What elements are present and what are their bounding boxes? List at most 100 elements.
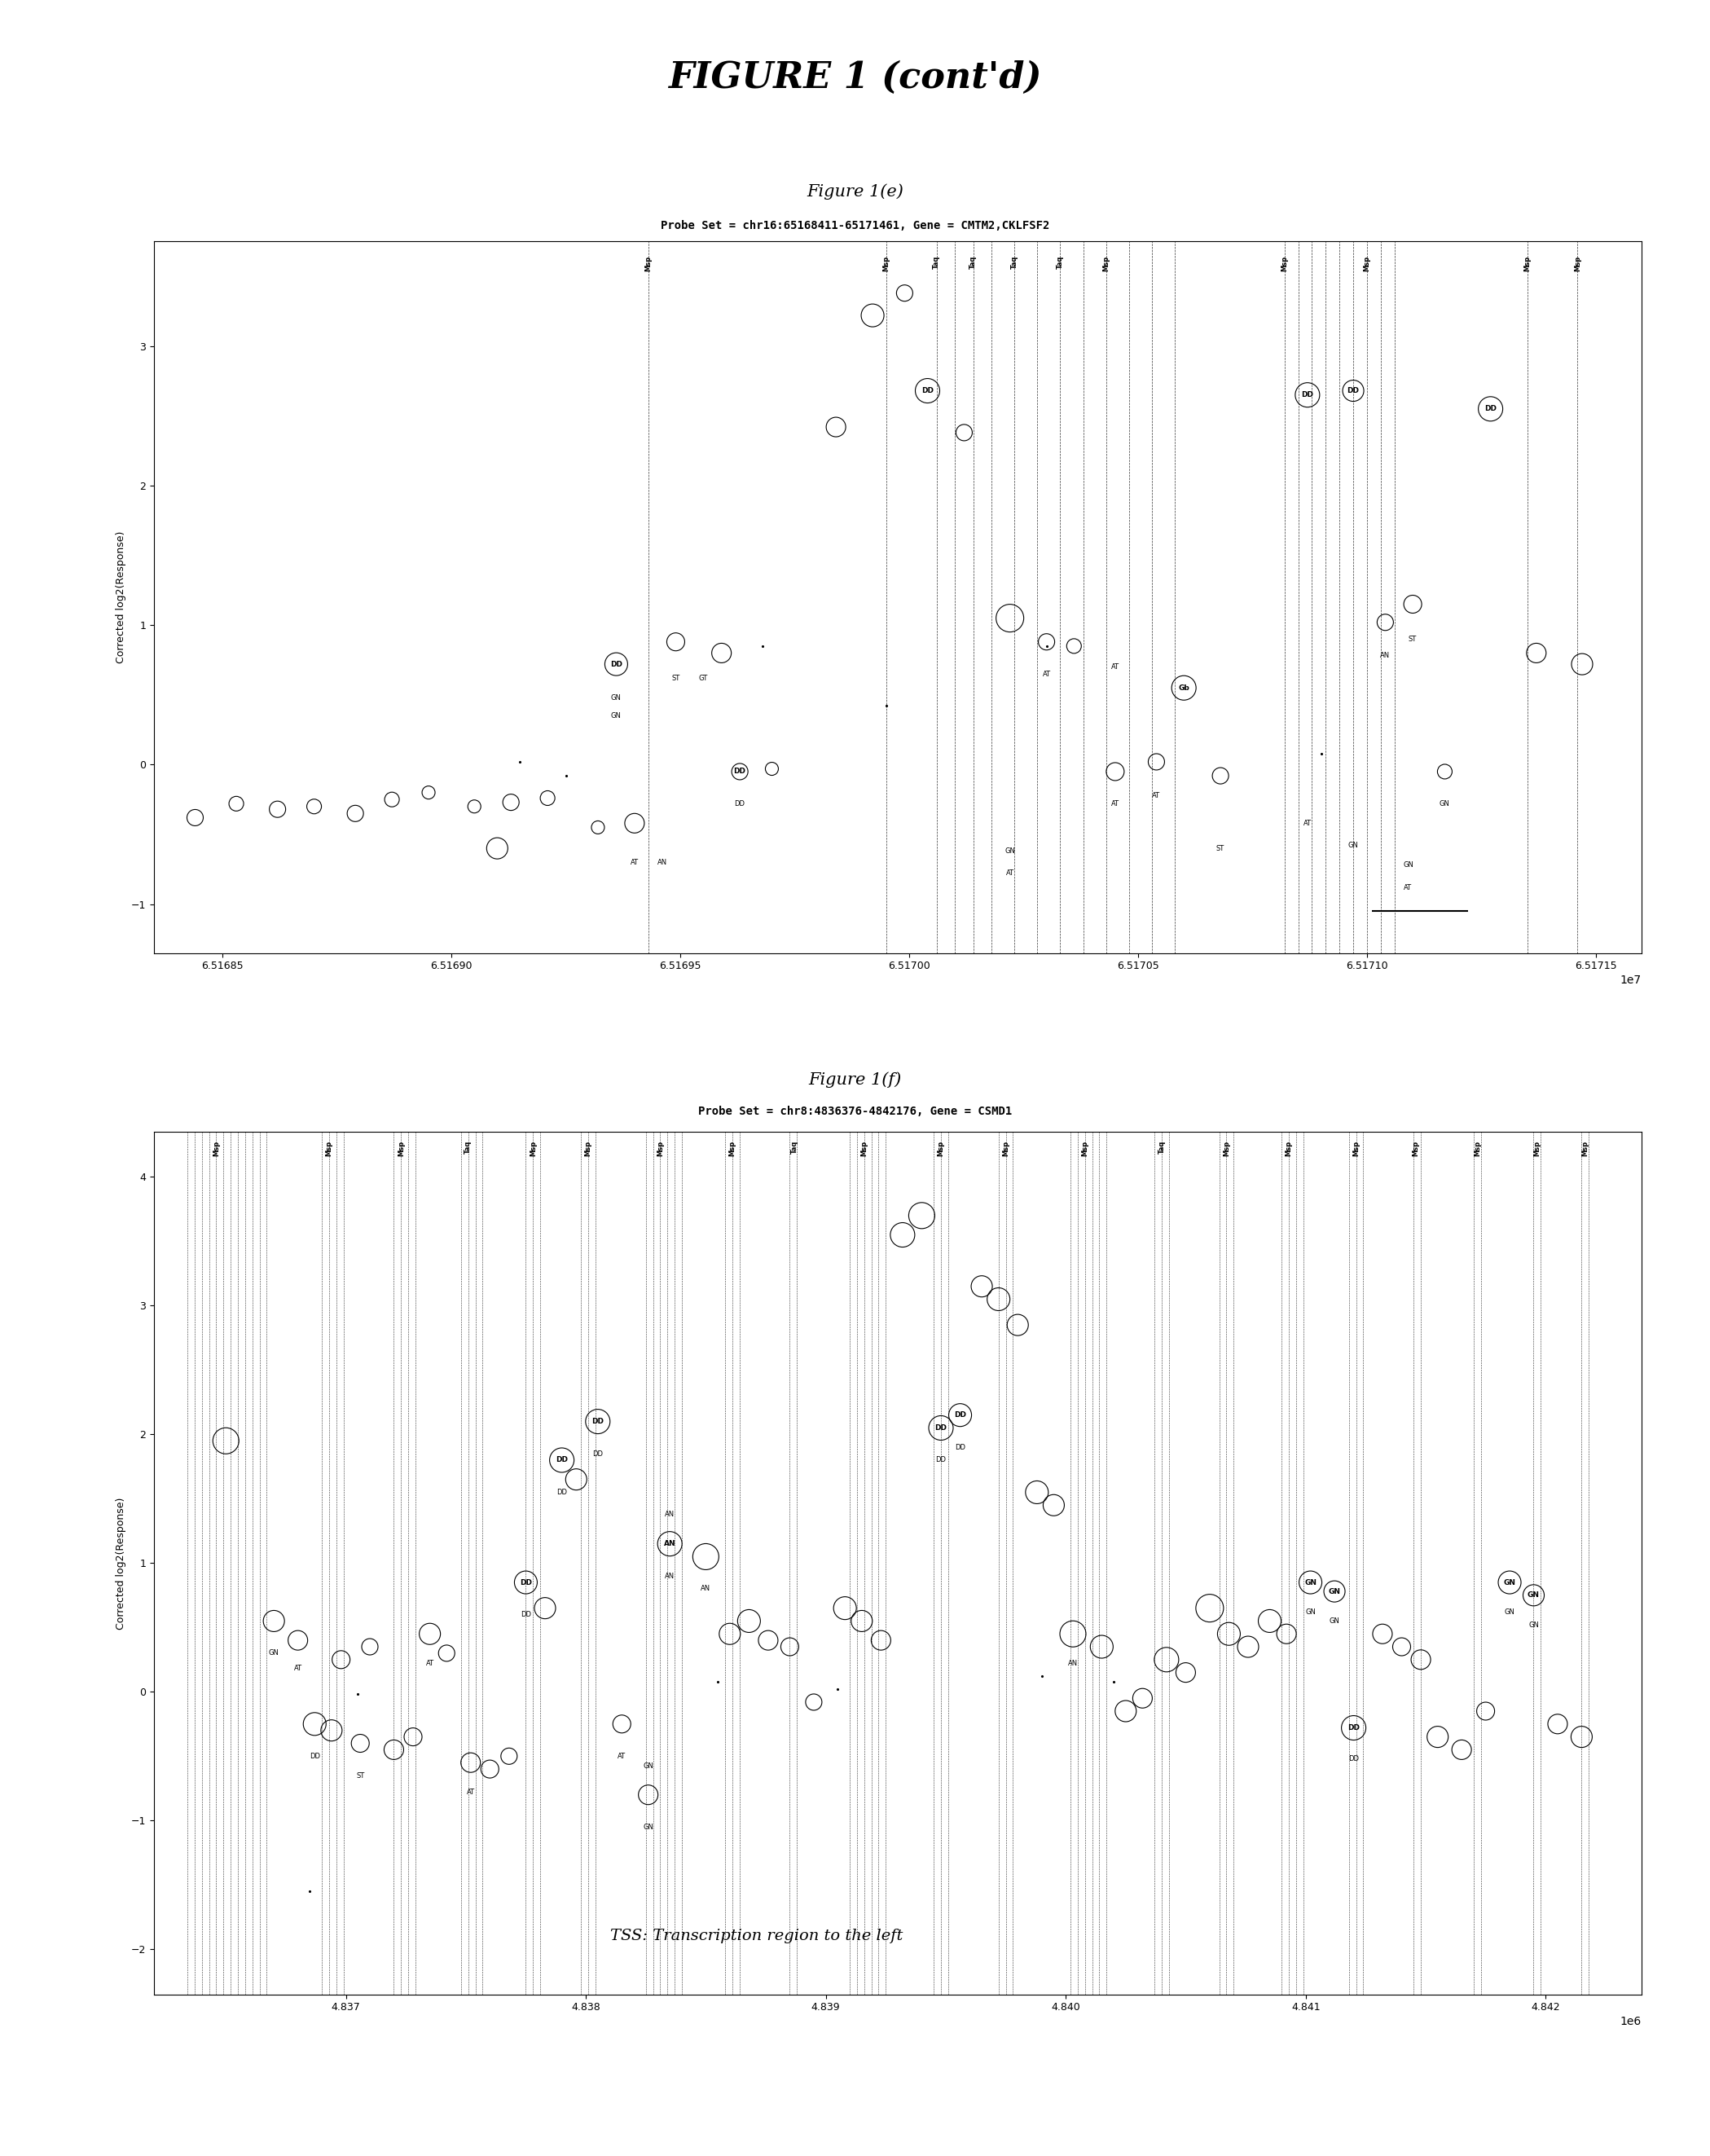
Text: GN: GN	[1440, 800, 1450, 806]
Text: Msp: Msp	[1353, 1141, 1359, 1156]
Text: GN: GN	[610, 694, 621, 701]
Text: Msp: Msp	[645, 257, 652, 272]
Text: DD: DD	[1484, 405, 1496, 412]
Text: GN: GN	[1329, 1587, 1341, 1595]
Text: Msp: Msp	[212, 1141, 221, 1156]
Text: Taq: Taq	[934, 257, 940, 270]
Text: Msp: Msp	[1286, 1141, 1293, 1156]
Text: Msp: Msp	[1534, 1141, 1541, 1156]
Text: DD: DD	[922, 388, 934, 395]
Text: GN: GN	[1347, 841, 1358, 849]
Text: Probe Set = chr8:4836376-4842176, Gene = CSMD1: Probe Set = chr8:4836376-4842176, Gene =…	[698, 1106, 1012, 1117]
Text: Taq: Taq	[970, 257, 976, 270]
Text: AT: AT	[1153, 791, 1161, 800]
Text: Taq: Taq	[1057, 257, 1064, 270]
Text: Msp: Msp	[1002, 1141, 1009, 1156]
Text: Msp: Msp	[325, 1141, 333, 1156]
Text: DD: DD	[520, 1611, 532, 1619]
Text: GN: GN	[1527, 1591, 1539, 1600]
Text: AN: AN	[1069, 1660, 1077, 1667]
Text: Msp: Msp	[1281, 257, 1288, 272]
Text: ST: ST	[356, 1772, 364, 1779]
Text: DD: DD	[735, 800, 746, 806]
Text: DD: DD	[593, 1451, 604, 1457]
Text: Figure 1(f): Figure 1(f)	[809, 1072, 901, 1087]
Text: DD: DD	[1347, 1725, 1359, 1731]
Text: Msp: Msp	[1412, 1141, 1419, 1156]
Text: Msp: Msp	[1524, 257, 1530, 272]
Text: GN: GN	[610, 711, 621, 720]
Y-axis label: Corrected log2(Response): Corrected log2(Response)	[116, 530, 127, 664]
Text: DD: DD	[1347, 388, 1359, 395]
Text: GN: GN	[1503, 1578, 1515, 1587]
Text: AT: AT	[1112, 664, 1120, 671]
Text: AT: AT	[467, 1789, 475, 1796]
Text: AN: AN	[663, 1539, 675, 1548]
Text: Msp: Msp	[530, 1141, 537, 1156]
Text: Msp: Msp	[1582, 1141, 1589, 1156]
Text: FIGURE 1 (cont'd): FIGURE 1 (cont'd)	[669, 60, 1041, 95]
Text: Msp: Msp	[860, 1141, 867, 1156]
Text: GT: GT	[699, 675, 708, 681]
Text: DD: DD	[1301, 390, 1313, 399]
Text: AT: AT	[617, 1753, 626, 1759]
Y-axis label: Corrected log2(Response): Corrected log2(Response)	[116, 1496, 127, 1630]
Text: AT: AT	[294, 1664, 303, 1673]
Text: Msp: Msp	[397, 1141, 405, 1156]
Text: GN: GN	[1329, 1617, 1339, 1626]
Text: ST: ST	[672, 675, 681, 681]
Text: Msp: Msp	[1223, 1141, 1229, 1156]
Text: DD: DD	[592, 1419, 604, 1425]
Text: AN: AN	[701, 1585, 711, 1593]
Text: AT: AT	[426, 1660, 434, 1667]
Text: DD: DD	[520, 1578, 532, 1587]
Text: ST: ST	[1216, 845, 1224, 852]
Text: DD: DD	[935, 1457, 946, 1464]
Text: ST: ST	[1409, 636, 1418, 642]
Text: AT: AT	[1043, 671, 1050, 677]
Text: Msp: Msp	[585, 1141, 592, 1156]
Text: Taq: Taq	[1158, 1141, 1165, 1153]
Text: Gb: Gb	[1178, 683, 1190, 692]
Text: Figure 1(e): Figure 1(e)	[807, 183, 903, 198]
Text: AT: AT	[1303, 819, 1312, 828]
Text: AT: AT	[1005, 869, 1014, 877]
Text: GN: GN	[643, 1824, 653, 1830]
Text: AT: AT	[1112, 800, 1120, 806]
Text: GN: GN	[1305, 1578, 1317, 1587]
Text: AN: AN	[665, 1572, 675, 1580]
Text: Msp: Msp	[937, 1141, 944, 1156]
Text: Taq: Taq	[1011, 257, 1017, 270]
Text: DD: DD	[310, 1753, 320, 1759]
Text: AT: AT	[631, 858, 638, 867]
Text: GN: GN	[1505, 1608, 1515, 1615]
Text: Msp: Msp	[1081, 1141, 1089, 1156]
Text: DD: DD	[1349, 1755, 1359, 1761]
Text: AT: AT	[1404, 884, 1412, 890]
Text: Msp: Msp	[1573, 257, 1582, 272]
Text: DD: DD	[610, 660, 622, 668]
Text: GN: GN	[1005, 847, 1016, 854]
Text: Msp: Msp	[1103, 257, 1110, 272]
Text: GN: GN	[1305, 1608, 1315, 1615]
Text: DD: DD	[734, 768, 746, 776]
Text: Taq: Taq	[792, 1141, 799, 1153]
Text: GN: GN	[1402, 862, 1414, 869]
Text: AN: AN	[1380, 651, 1390, 660]
Text: GN: GN	[643, 1764, 653, 1770]
Text: AN: AN	[657, 858, 667, 867]
Text: Msp: Msp	[1363, 257, 1371, 272]
Text: Msp: Msp	[1474, 1141, 1481, 1156]
Text: GN: GN	[1529, 1621, 1539, 1628]
Text: Msp: Msp	[657, 1141, 663, 1156]
Text: TSS: Transcription region to the left: TSS: Transcription region to the left	[610, 1930, 903, 1945]
Text: AN: AN	[665, 1511, 675, 1518]
Text: Msp: Msp	[728, 1141, 735, 1156]
Text: Taq: Taq	[465, 1141, 472, 1153]
Text: GN: GN	[268, 1649, 279, 1656]
Text: Probe Set = chr16:65168411-65171461, Gene = CMTM2,CKLFSF2: Probe Set = chr16:65168411-65171461, Gen…	[660, 220, 1050, 231]
Text: DD: DD	[954, 1412, 966, 1419]
Text: DD: DD	[556, 1488, 568, 1496]
Text: DD: DD	[935, 1425, 947, 1432]
Text: DD: DD	[556, 1457, 568, 1464]
